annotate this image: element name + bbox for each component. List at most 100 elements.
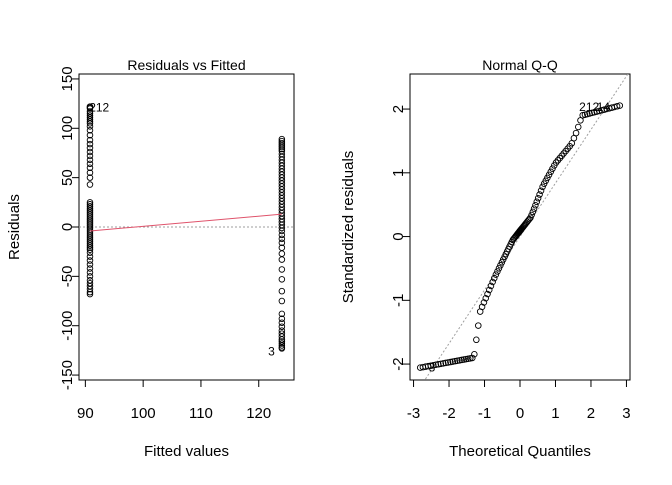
data-point	[432, 361, 440, 368]
data-point	[475, 322, 482, 329]
data-point	[536, 191, 543, 198]
data-point	[278, 315, 286, 323]
data-point	[278, 250, 286, 257]
y-tick-label: -2	[390, 357, 407, 370]
data-point	[473, 336, 480, 344]
data-point	[278, 231, 286, 239]
data-point	[278, 342, 286, 349]
point-label: 212	[89, 101, 109, 115]
data-point	[86, 118, 94, 125]
data-point	[471, 350, 478, 358]
data-point	[86, 246, 94, 253]
data-point	[278, 297, 286, 305]
data-point	[529, 208, 537, 216]
x-tick-label: -1	[478, 405, 491, 422]
y-tick-label: -100	[59, 311, 76, 341]
x-tick-label: 3	[622, 405, 630, 422]
data-point	[86, 152, 94, 160]
data-point	[278, 143, 286, 151]
data-point	[494, 268, 501, 275]
plot-area	[416, 74, 629, 380]
point-label: 14	[597, 100, 611, 114]
data-point	[278, 145, 286, 153]
data-point	[437, 360, 445, 368]
data-point	[86, 261, 94, 268]
y-tick-label: 150	[59, 66, 76, 91]
data-point	[552, 159, 560, 166]
y-axis-label: Residuals	[6, 194, 23, 260]
data-point	[86, 160, 94, 168]
data-point	[487, 282, 495, 290]
plot-area	[79, 103, 294, 352]
data-point	[86, 131, 94, 139]
data-point	[278, 340, 286, 347]
data-point	[613, 103, 621, 110]
data-point	[439, 360, 447, 367]
data-point	[278, 319, 286, 326]
y-tick-label: 1	[390, 169, 407, 177]
data-point	[86, 242, 94, 250]
data-point	[86, 123, 94, 130]
data-point	[86, 249, 94, 256]
data-point	[444, 359, 452, 366]
data-point	[534, 194, 542, 202]
qq-reference-line	[424, 74, 629, 380]
data-point	[86, 290, 94, 298]
data-point	[616, 102, 624, 109]
data-point	[528, 211, 535, 219]
x-axis-label: Fitted values	[144, 443, 229, 460]
data-point	[549, 165, 556, 172]
data-point	[86, 174, 94, 181]
y-tick-label: -50	[59, 266, 76, 288]
data-point	[574, 123, 582, 131]
data-point	[484, 290, 491, 298]
point-label: 3	[268, 344, 275, 358]
data-point	[495, 265, 503, 272]
data-point	[489, 278, 496, 286]
data-point	[454, 357, 461, 365]
y-tick-label: -1	[390, 294, 407, 307]
data-point	[86, 148, 94, 156]
data-point	[547, 168, 554, 176]
data-point	[278, 256, 286, 263]
data-point	[482, 294, 489, 302]
data-point	[86, 164, 94, 172]
data-point	[278, 224, 286, 232]
data-point	[492, 271, 500, 278]
x-tick-label: 0	[516, 405, 524, 422]
data-point	[86, 253, 94, 260]
data-point	[449, 358, 456, 365]
x-tick-label: 100	[131, 405, 156, 422]
panel-2: Normal Q-Q Theoretical Quantiles Standardi…	[340, 57, 631, 460]
data-point	[86, 156, 94, 164]
data-point	[278, 235, 286, 243]
data-point	[278, 345, 286, 352]
data-point	[456, 357, 463, 364]
plot-title: Normal Q-Q	[482, 57, 558, 73]
data-point	[278, 333, 286, 340]
data-point	[278, 266, 286, 273]
data-point	[86, 136, 94, 144]
point-label: 212	[579, 100, 599, 114]
smooth-line	[89, 213, 282, 232]
x-tick-label: 110	[189, 405, 213, 422]
y-tick-label: 0	[59, 223, 76, 231]
data-point	[278, 310, 286, 318]
data-point	[86, 181, 94, 188]
x-tick-label: -2	[442, 405, 455, 422]
data-point	[442, 359, 449, 367]
x-tick-label: 90	[77, 405, 94, 422]
data-point	[86, 140, 94, 148]
data-point	[86, 116, 94, 123]
data-point	[478, 303, 486, 311]
data-point	[86, 144, 94, 152]
x-tick-label: 120	[246, 405, 271, 422]
y-tick-label: 50	[59, 169, 76, 186]
data-point	[537, 187, 545, 194]
data-point	[539, 183, 546, 191]
data-point	[86, 265, 94, 272]
y-tick-label: 100	[59, 116, 76, 141]
data-point	[86, 285, 94, 293]
